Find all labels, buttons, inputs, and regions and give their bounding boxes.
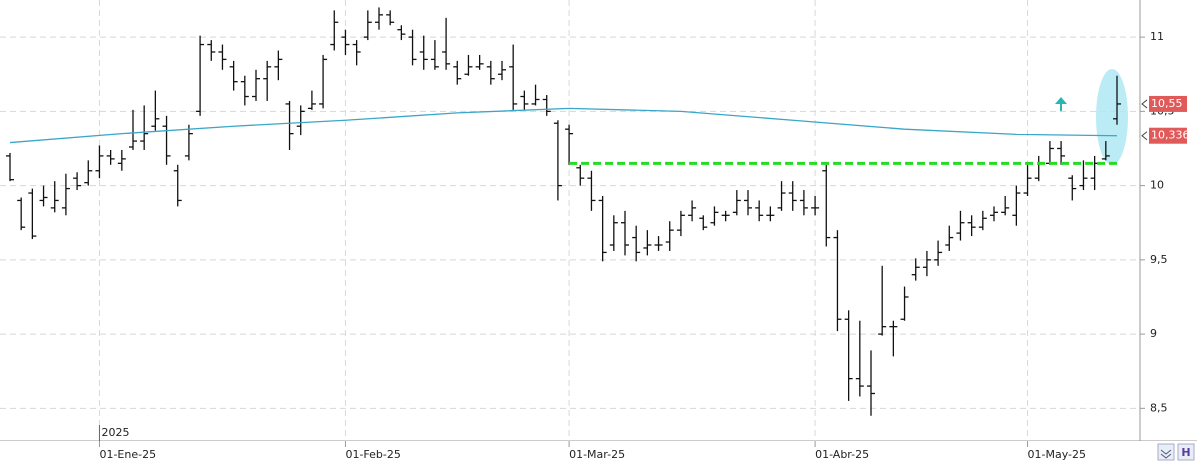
y-tick-label: 11: [1150, 30, 1164, 43]
scroll-button[interactable]: [1157, 443, 1175, 461]
price-label: 10,336: [1151, 129, 1190, 142]
x-tick-label: 01-Abr-25: [815, 448, 869, 461]
year-label: 2025: [101, 426, 129, 439]
y-tick-label: 9,5: [1150, 253, 1168, 266]
x-tick-label: 01-Ene-25: [99, 448, 156, 461]
moving-average: [9, 107, 1118, 144]
x-tick-label: 01-Feb-25: [345, 448, 400, 461]
price-label-box: [1149, 127, 1187, 144]
price-label-box: [1149, 95, 1187, 112]
x-axis-band: [0, 441, 1197, 464]
y-tick-label: 8,5: [1150, 401, 1168, 414]
save-icon[interactable]: H: [1181, 446, 1190, 459]
y-tick-label: 10: [1150, 179, 1164, 192]
up-arrow: [1055, 97, 1067, 112]
x-tick-label: 01-May-25: [1028, 448, 1086, 461]
price-label: 10,55: [1151, 97, 1183, 110]
x-tick-label: 01-Mar-25: [569, 448, 625, 461]
price-marker: [1141, 131, 1148, 141]
price-marker: [1141, 99, 1148, 109]
y-tick-label: 9: [1150, 327, 1157, 340]
save-button[interactable]: [1177, 443, 1195, 461]
highlight-ellipse: [1096, 69, 1128, 165]
scroll-icon[interactable]: [1160, 449, 1172, 459]
